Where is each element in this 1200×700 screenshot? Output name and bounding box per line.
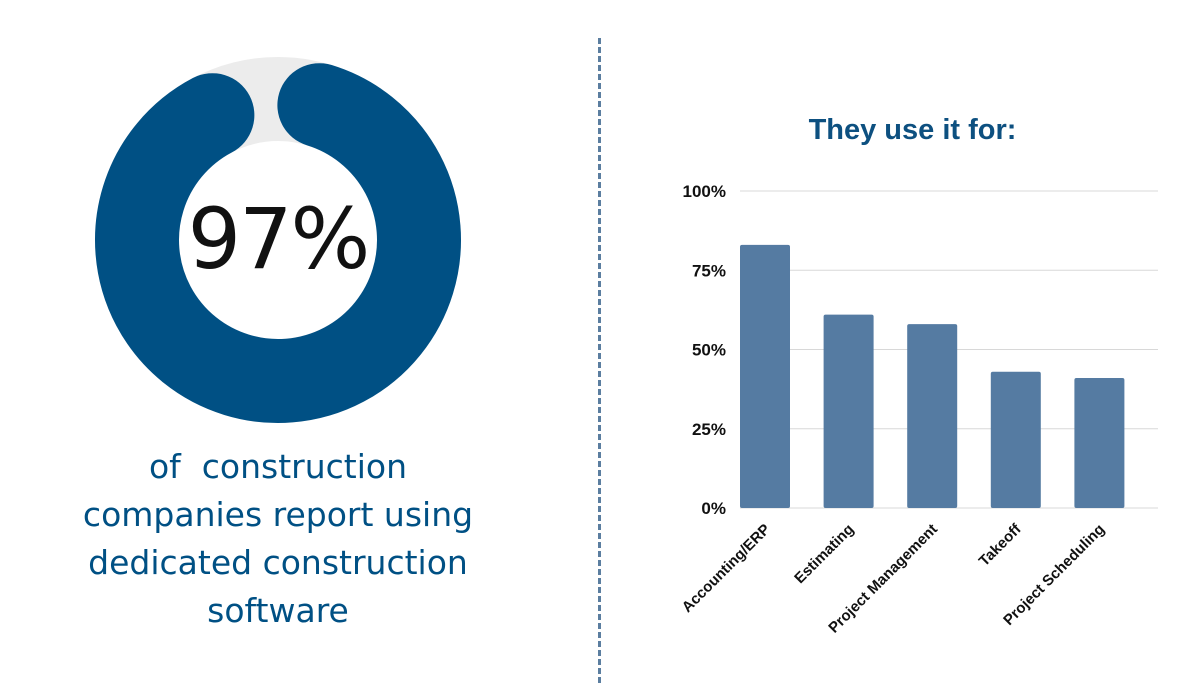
bar-takeoff — [990, 371, 1041, 508]
x-tick-label: Estimating — [791, 521, 857, 587]
bar-project-management — [907, 324, 958, 508]
donut-chart — [95, 57, 461, 423]
y-tick-label: 75% — [692, 261, 726, 280]
donut-progress-arc — [95, 57, 461, 423]
bar-estimating — [823, 314, 874, 508]
y-tick-label: 50% — [692, 341, 726, 360]
bar-project-scheduling — [1074, 378, 1125, 508]
section-divider — [598, 38, 601, 683]
chart-title: They use it for: — [808, 114, 1017, 146]
donut-value: 97% — [187, 190, 371, 288]
y-tick-label: 25% — [692, 420, 726, 439]
x-tick-label: Accounting/ERP — [679, 521, 774, 616]
bar-accounting-erp — [740, 244, 790, 508]
y-tick-label: 100% — [683, 182, 726, 201]
x-tick-label: Takeoff — [976, 520, 1026, 570]
stat-caption: of construction companies report using d… — [82, 447, 474, 630]
y-tick-label: 0% — [701, 499, 726, 518]
